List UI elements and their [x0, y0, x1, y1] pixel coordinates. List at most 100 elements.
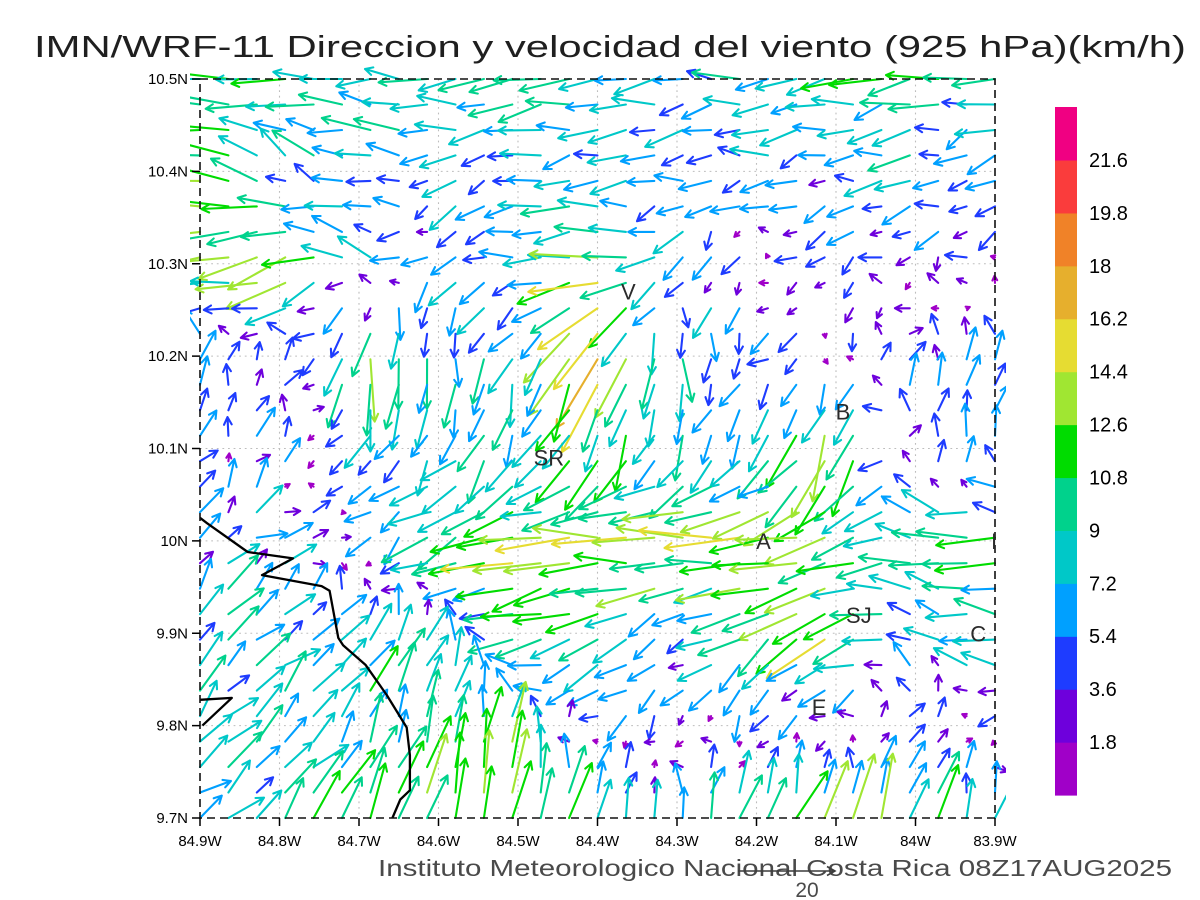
wind-arrow: [435, 230, 457, 249]
wind-arrow: [340, 749, 377, 794]
wind-arrow: [511, 728, 531, 794]
wind-arrow: [984, 444, 997, 463]
wind-arrow: [912, 179, 940, 191]
colorbar-label: 5.4: [1089, 626, 1117, 648]
colorbar-label: 9: [1089, 520, 1100, 542]
wind-arrow: [674, 740, 684, 748]
wind-arrow: [736, 740, 743, 748]
wind-arrow: [564, 101, 599, 112]
wind-arrow: [340, 739, 363, 769]
wind-arrow: [809, 434, 826, 503]
wind-arrow: [529, 638, 571, 660]
wind-arrow: [633, 460, 656, 491]
wind-arrow: [965, 737, 974, 744]
wind-arrow: [426, 653, 443, 692]
wind-arrow: [454, 694, 468, 743]
wind-arrow: [190, 256, 230, 263]
wind-arrow: [285, 117, 315, 132]
wind-arrow: [935, 536, 997, 550]
wind-arrow: [710, 332, 720, 363]
wind-arrow: [672, 762, 684, 794]
wind-arrow: [519, 205, 571, 218]
axes-frame-layer: 84.9W 84.8W 84.7W 84.6W 84.5W 84.4W 84.3W 84.2W…: [148, 71, 1018, 850]
wind-arrow: [756, 740, 769, 749]
wind-arrow: [417, 511, 457, 533]
wind-arrow: [190, 154, 202, 157]
wind-arrow: [455, 587, 514, 601]
wind-arrow: [922, 72, 968, 83]
wind-arrow: [397, 603, 414, 641]
wind-arrow: [956, 99, 997, 110]
wind-arrow: [239, 331, 258, 341]
wind-arrow: [361, 97, 400, 108]
x-tick-label: 84.7W: [337, 833, 381, 850]
wind-arrow: [572, 149, 599, 160]
wind-arrow: [676, 332, 686, 359]
wind-arrow: [768, 203, 798, 214]
wind-arrow: [541, 434, 571, 470]
wind-arrow: [857, 552, 911, 565]
wind-arrow: [842, 536, 883, 550]
wind-arrow: [600, 332, 627, 368]
wind-arrow: [497, 125, 542, 136]
wind-arrow: [454, 731, 465, 794]
wind-arrow: [198, 794, 223, 820]
wind-arrow: [491, 409, 514, 451]
wind-arrow: [843, 179, 883, 198]
wind-arrow: [399, 154, 429, 167]
wind-arrow: [340, 509, 347, 516]
wind-arrow: [755, 638, 798, 675]
wind-arrow: [564, 460, 599, 511]
wind-arrow: [568, 762, 594, 820]
wind-arrow: [190, 230, 230, 240]
wind-arrow: [227, 457, 238, 488]
wind-arrow: [227, 554, 259, 590]
wind-arrow: [521, 511, 571, 533]
wind-arrow: [272, 68, 315, 81]
wind-arrow: [499, 148, 542, 159]
wind-arrow: [419, 460, 457, 482]
wind-arrow: [808, 178, 826, 188]
wind-arrow: [426, 715, 452, 769]
colorbar-label: 14.4: [1089, 362, 1128, 384]
wind-arrow: [904, 281, 912, 291]
colorbar-label: 18: [1089, 256, 1111, 278]
wind-arrow: [667, 662, 684, 671]
wind-arrow: [773, 511, 826, 543]
wind-arrow: [679, 511, 741, 535]
wind-arrow: [953, 128, 997, 139]
wind-arrow: [503, 562, 571, 576]
wind-arrow: [626, 176, 656, 187]
wind-arrow: [925, 509, 968, 520]
wind-arrow: [709, 771, 719, 820]
wind-arrow: [739, 179, 769, 194]
wind-arrow: [703, 281, 713, 294]
wind-arrow: [690, 68, 741, 81]
wind-arrow: [749, 715, 769, 733]
wind-arrow: [918, 149, 940, 160]
wind-arrow: [397, 725, 428, 769]
wind-arrow: [427, 281, 457, 307]
wind-arrow: [644, 128, 684, 149]
wind-arrow: [516, 281, 571, 306]
wind-arrow: [255, 368, 265, 386]
wind-arrow: [795, 770, 829, 820]
wind-arrow: [227, 495, 237, 514]
wind-arrow: [881, 205, 911, 226]
wind-arrow: [749, 332, 769, 355]
wind-arrow: [880, 341, 892, 361]
wind-arrow: [943, 250, 968, 261]
wind-arrow: [961, 772, 972, 794]
wind-arrow: [810, 587, 855, 600]
wind-arrow: [513, 460, 542, 489]
wind-arrow: [880, 495, 911, 514]
wind-arrow: [754, 77, 798, 92]
wind-arrow: [550, 536, 627, 549]
wind-arrow: [632, 638, 656, 661]
wind-arrow: [993, 794, 1006, 820]
wind-arrow: [823, 154, 855, 168]
wind-arrow: [453, 485, 485, 515]
wind-arrow: [971, 501, 997, 514]
wind-arrow: [784, 101, 826, 112]
wind-arrow: [821, 511, 855, 535]
